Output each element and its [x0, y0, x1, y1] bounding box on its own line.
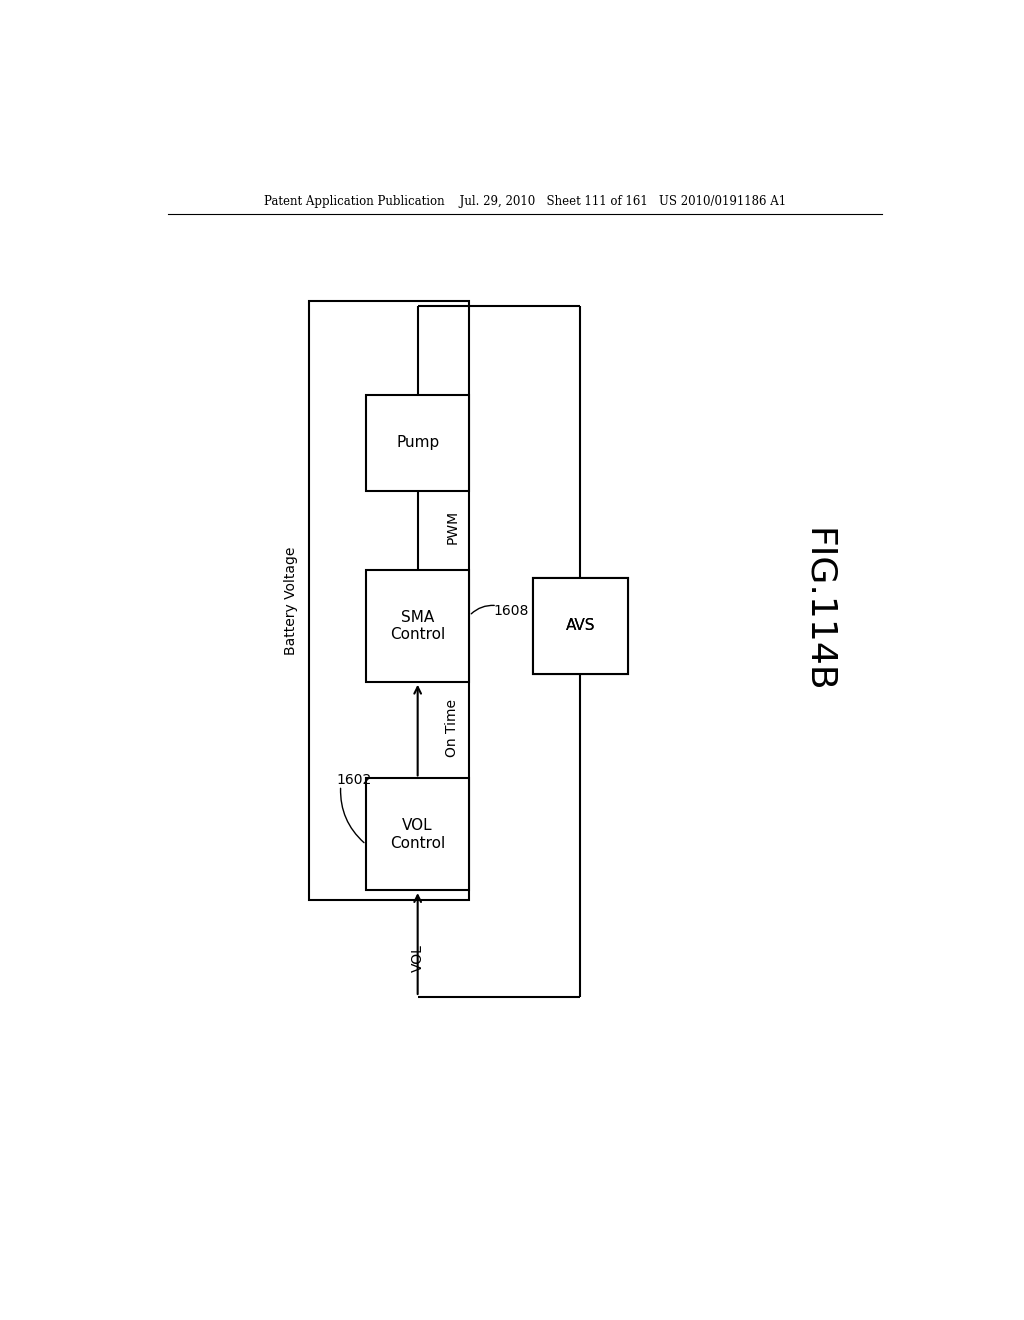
Text: VOL: VOL [411, 944, 425, 973]
Text: FIG.114B: FIG.114B [802, 528, 836, 693]
Text: On Time: On Time [445, 698, 460, 756]
Text: Patent Application Publication    Jul. 29, 2010   Sheet 111 of 161   US 2010/019: Patent Application Publication Jul. 29, … [264, 194, 785, 207]
Text: AVS: AVS [565, 619, 595, 634]
Bar [532, 578, 628, 675]
Text: 1602: 1602 [337, 774, 372, 788]
Bar [367, 779, 469, 890]
Text: VOL
Control: VOL Control [390, 818, 445, 850]
Bar [367, 570, 469, 682]
Text: Battery Voltage: Battery Voltage [284, 546, 298, 655]
Bar [532, 578, 628, 675]
Text: PWM: PWM [445, 511, 460, 544]
Bar [309, 301, 469, 900]
Text: AVS: AVS [565, 619, 595, 634]
Text: 1608: 1608 [494, 603, 528, 618]
Text: SMA
Control: SMA Control [390, 610, 445, 642]
Text: Pump: Pump [396, 436, 439, 450]
Bar [367, 395, 469, 491]
